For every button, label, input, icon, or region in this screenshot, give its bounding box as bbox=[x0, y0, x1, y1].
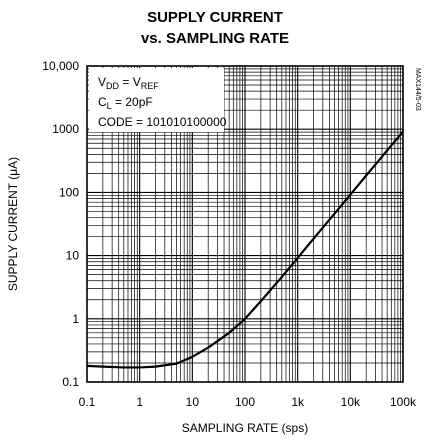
annotation-cl: CL = 20pF bbox=[98, 95, 153, 111]
y-tick-label: 0.1 bbox=[62, 375, 79, 389]
x-tick-label: 1 bbox=[136, 395, 143, 409]
y-tick-label: 1 bbox=[72, 312, 79, 326]
y-axis-label: SUPPLY CURRENT (μA) bbox=[6, 157, 20, 291]
x-tick-label: 1k bbox=[291, 395, 305, 409]
annotation-code: CODE = 101010100000 bbox=[98, 115, 227, 129]
annotation-vdd: VDD = VREF bbox=[98, 75, 159, 91]
x-axis-label: SAMPLING RATE (sps) bbox=[182, 421, 308, 435]
x-tick-label: 10k bbox=[341, 395, 361, 409]
x-tick-label: 10 bbox=[186, 395, 200, 409]
y-tick-label: 10 bbox=[66, 249, 80, 263]
y-tick-labels: 0.1 1 10 100 1000 10,000 bbox=[42, 59, 79, 389]
figure-code: MAX144/5-03 bbox=[414, 68, 421, 111]
y-tick-label: 1000 bbox=[52, 122, 79, 136]
chart-title-line-2: vs. SAMPLING RATE bbox=[141, 30, 289, 47]
x-tick-label: 0.1 bbox=[79, 395, 96, 409]
supply-current-curve bbox=[86, 130, 404, 369]
chart-title-line-1: SUPPLY CURRENT bbox=[147, 9, 283, 26]
y-tick-label: 100 bbox=[59, 185, 79, 199]
x-tick-labels: 0.1 1 10 100 1k 10k 100k bbox=[79, 395, 417, 409]
plot-frame bbox=[86, 65, 404, 383]
y-tick-label: 10,000 bbox=[42, 59, 79, 73]
annotation-box bbox=[89, 68, 224, 132]
x-tick-label: 100 bbox=[235, 395, 255, 409]
x-tick-label: 100k bbox=[390, 395, 417, 409]
